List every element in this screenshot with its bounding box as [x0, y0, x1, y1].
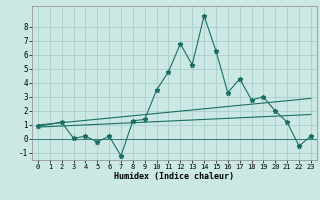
X-axis label: Humidex (Indice chaleur): Humidex (Indice chaleur) [115, 172, 234, 181]
